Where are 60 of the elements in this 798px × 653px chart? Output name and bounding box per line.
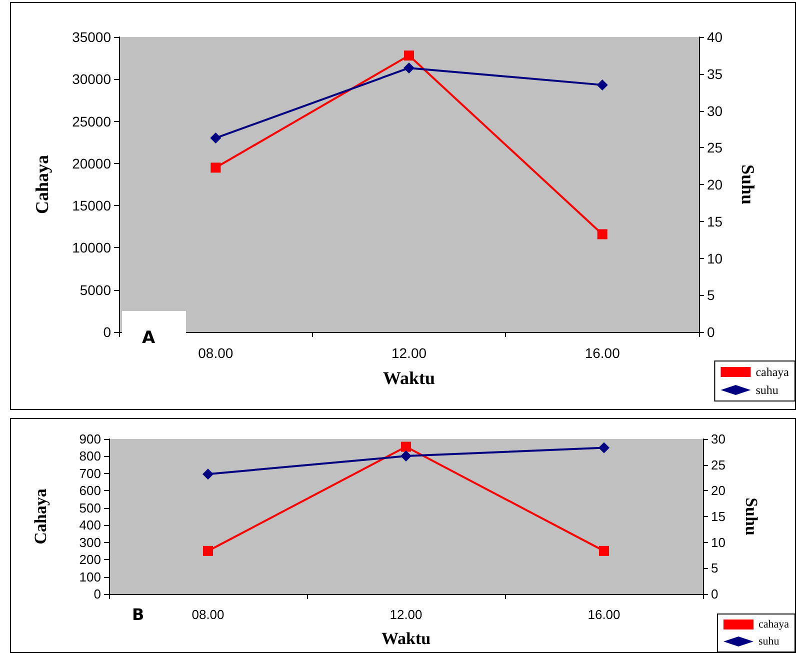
y2-axis-title: Suhu xyxy=(742,498,761,536)
y2-tick-label: 5 xyxy=(711,560,718,576)
point xyxy=(210,162,221,173)
y2-tick-label: 40 xyxy=(707,29,723,45)
y2-tick-label: 35 xyxy=(707,66,723,82)
point xyxy=(404,62,414,74)
point xyxy=(598,442,610,454)
y2-tick-label: 15 xyxy=(711,509,726,524)
y2-tick-label: 20 xyxy=(707,176,723,192)
y-tick-label: 10000 xyxy=(72,240,112,256)
y2-tick-label: 30 xyxy=(711,432,726,446)
point xyxy=(400,450,412,462)
y-axis-title: Cahaya xyxy=(31,488,50,544)
y-tick-label: 600 xyxy=(79,483,101,498)
y-tick-label: 15000 xyxy=(72,198,112,214)
y2-tick-label: 30 xyxy=(707,102,723,119)
point xyxy=(404,50,414,61)
y-tick-label: 30000 xyxy=(72,71,112,88)
y-tick-label: 35000 xyxy=(72,29,112,45)
y2-tick-label: 5 xyxy=(707,287,715,304)
y2-tick-label: 25 xyxy=(707,140,723,156)
annotation: A xyxy=(142,328,156,348)
y2-tick-label: 15 xyxy=(707,213,723,230)
x-tick-label: 08.00 xyxy=(192,607,224,622)
x-tick-label: 08.00 xyxy=(198,345,234,361)
y-tick-label: 800 xyxy=(79,448,101,464)
y-tick-label: 300 xyxy=(79,534,101,550)
y-tick-label: 100 xyxy=(79,569,101,584)
x-tick-label: 16.00 xyxy=(584,345,620,361)
x-axis-title: Waktu xyxy=(381,629,431,648)
legend-label: suhu xyxy=(758,636,780,648)
y-tick-label: 25000 xyxy=(72,113,112,130)
y2-axis-title: Suhu xyxy=(738,164,758,205)
y2-tick-label: 10 xyxy=(711,534,726,550)
y2-tick-label: 20 xyxy=(711,483,726,498)
x-axis-title: Waktu xyxy=(382,368,436,388)
y-tick-label: 20000 xyxy=(72,155,112,172)
y-tick-label: 400 xyxy=(79,518,101,533)
y-tick-label: 5000 xyxy=(80,282,112,298)
point xyxy=(202,468,214,480)
y2-tick-label: 25 xyxy=(711,457,726,472)
y2-tick-label: 10 xyxy=(707,250,723,266)
y-axis-title: Cahaya xyxy=(32,154,52,214)
point xyxy=(210,132,222,144)
point xyxy=(596,79,608,90)
x-tick-label: 16.00 xyxy=(588,607,620,622)
y2-tick-label: 0 xyxy=(707,324,715,340)
y-tick-label: 200 xyxy=(79,552,101,568)
legend-label: suhu xyxy=(756,383,778,397)
x-tick-label: 12.00 xyxy=(390,607,422,622)
x-tick-label: 12.00 xyxy=(391,345,427,361)
y-tick-label: 0 xyxy=(103,324,112,340)
legend-label: cahaya xyxy=(758,618,790,630)
y2-tick-label: 0 xyxy=(711,586,718,602)
y-tick-label: 500 xyxy=(79,500,101,516)
legend-label: cahaya xyxy=(756,365,790,379)
point xyxy=(597,229,608,240)
y-tick-label: 700 xyxy=(79,466,101,481)
y-tick-label: 0 xyxy=(94,586,101,602)
y-tick-label: 900 xyxy=(79,432,101,446)
